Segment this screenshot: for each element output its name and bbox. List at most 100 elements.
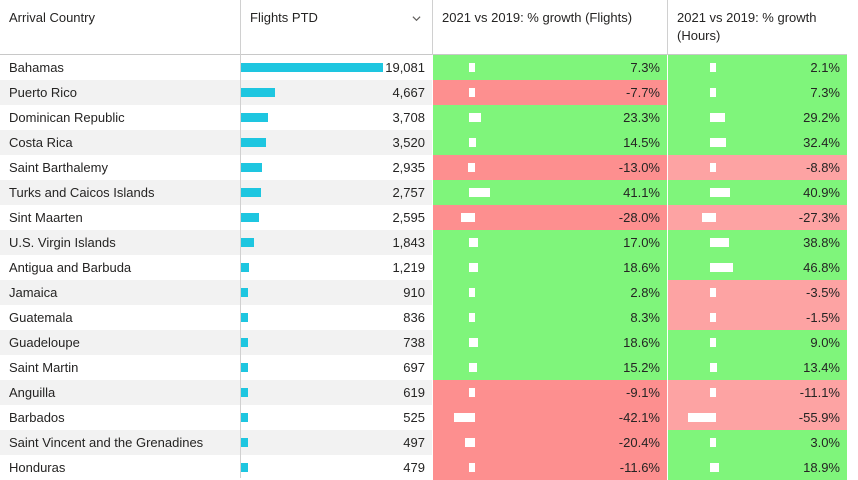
- table-row[interactable]: Anguilla 619 -9.1% -11.1%: [0, 380, 858, 405]
- column-header-growth-flights[interactable]: 2021 vs 2019: % growth (Flights): [432, 0, 667, 55]
- table-row[interactable]: Antigua and Barbuda 1,219 18.6% 46.8%: [0, 255, 858, 280]
- growth-flights-cell: 7.3%: [432, 55, 667, 80]
- chevron-down-icon[interactable]: [412, 14, 421, 23]
- column-header-label: Arrival Country: [9, 10, 95, 25]
- growth-flights-value: 14.5%: [623, 135, 660, 150]
- scrollbar-track[interactable]: [847, 0, 858, 478]
- growth-flights-value: -9.1%: [626, 385, 660, 400]
- growth-flights-indicator: [469, 263, 478, 272]
- growth-flights-cell: -28.0%: [432, 205, 667, 230]
- flights-value: 4,667: [392, 85, 425, 100]
- growth-hours-indicator: [710, 338, 716, 347]
- growth-hours-indicator: [710, 438, 716, 447]
- growth-hours-value: -1.5%: [806, 310, 840, 325]
- table-row[interactable]: Saint Barthalemy 2,935 -13.0% -8.8%: [0, 155, 858, 180]
- flights-data-bar: [240, 188, 261, 197]
- table-row[interactable]: Sint Maarten 2,595 -28.0% -27.3%: [0, 205, 858, 230]
- growth-flights-indicator: [469, 363, 477, 372]
- flights-data-bar: [240, 338, 248, 347]
- growth-flights-indicator: [469, 188, 490, 197]
- growth-flights-indicator: [469, 388, 475, 397]
- growth-hours-indicator: [710, 88, 716, 97]
- growth-hours-value: 2.1%: [810, 60, 840, 75]
- growth-flights-cell: 18.6%: [432, 255, 667, 280]
- table-row[interactable]: U.S. Virgin Islands 1,843 17.0% 38.8%: [0, 230, 858, 255]
- growth-hours-cell: 18.9%: [667, 455, 847, 480]
- country-cell: Saint Barthalemy: [9, 160, 108, 175]
- growth-flights-indicator: [468, 163, 475, 172]
- flights-data-bar: [240, 288, 248, 297]
- column-header-country[interactable]: Arrival Country: [0, 0, 240, 55]
- flights-cell: 2,757: [240, 180, 432, 205]
- table-row[interactable]: Guadeloupe 738 18.6% 9.0%: [0, 330, 858, 355]
- growth-flights-indicator: [469, 113, 481, 122]
- flights-cell: 2,935: [240, 155, 432, 180]
- growth-hours-indicator: [710, 163, 716, 172]
- growth-flights-cell: 41.1%: [432, 180, 667, 205]
- growth-flights-indicator: [469, 138, 476, 147]
- flights-cell: 836: [240, 305, 432, 330]
- growth-flights-cell: -20.4%: [432, 430, 667, 455]
- table-header: Arrival Country Flights PTD 2021 vs 2019…: [0, 0, 858, 55]
- column-header-label: 2021 vs 2019: % growth (Hours): [677, 10, 817, 43]
- table-row[interactable]: Saint Vincent and the Grenadines 497 -20.4…: [0, 430, 858, 455]
- growth-flights-value: -20.4%: [618, 435, 660, 450]
- country-cell: Dominican Republic: [9, 110, 125, 125]
- growth-flights-value: -7.7%: [626, 85, 660, 100]
- growth-flights-cell: -7.7%: [432, 80, 667, 105]
- growth-flights-indicator: [454, 413, 475, 422]
- growth-hours-indicator: [702, 213, 716, 222]
- growth-hours-cell: -8.8%: [667, 155, 847, 180]
- flights-value: 836: [403, 310, 425, 325]
- growth-flights-indicator: [469, 88, 475, 97]
- country-cell: Guatemala: [9, 310, 73, 325]
- table-row[interactable]: Turks and Caicos Islands 2,757 41.1% 40.9%: [0, 180, 858, 205]
- flights-data-bar: [240, 388, 248, 397]
- growth-hours-indicator: [710, 388, 716, 397]
- growth-hours-indicator: [710, 363, 717, 372]
- table-row[interactable]: Bahamas 19,081 7.3% 2.1%: [0, 55, 858, 80]
- growth-flights-value: 18.6%: [623, 335, 660, 350]
- growth-flights-value: -42.1%: [618, 410, 660, 425]
- growth-flights-indicator: [469, 63, 475, 72]
- table-row[interactable]: Barbados 525 -42.1% -55.9%: [0, 405, 858, 430]
- table-row[interactable]: Saint Martin 697 15.2% 13.4%: [0, 355, 858, 380]
- growth-flights-value: -28.0%: [618, 210, 660, 225]
- growth-flights-value: 8.3%: [630, 310, 660, 325]
- table-row[interactable]: Dominican Republic 3,708 23.3% 29.2%: [0, 105, 858, 130]
- growth-hours-value: 46.8%: [803, 260, 840, 275]
- flights-data-bar: [240, 138, 266, 147]
- column-header-growth-hours[interactable]: 2021 vs 2019: % growth (Hours): [667, 0, 847, 55]
- growth-hours-cell: 13.4%: [667, 355, 847, 380]
- flights-cell: 1,843: [240, 230, 432, 255]
- flights-value: 910: [403, 285, 425, 300]
- flights-value: 1,219: [392, 260, 425, 275]
- growth-flights-indicator: [461, 213, 475, 222]
- flights-data-bar: [240, 238, 254, 247]
- growth-flights-value: 41.1%: [623, 185, 660, 200]
- table-row[interactable]: Costa Rica 3,520 14.5% 32.4%: [0, 130, 858, 155]
- table-row[interactable]: Guatemala 836 8.3% -1.5%: [0, 305, 858, 330]
- country-cell: Guadeloupe: [9, 335, 80, 350]
- growth-flights-cell: -11.6%: [432, 455, 667, 480]
- growth-flights-indicator: [469, 338, 478, 347]
- growth-hours-value: 9.0%: [810, 335, 840, 350]
- growth-hours-cell: -27.3%: [667, 205, 847, 230]
- growth-hours-indicator: [710, 313, 716, 322]
- flights-value: 2,595: [392, 210, 425, 225]
- growth-hours-indicator: [710, 113, 725, 122]
- table-row[interactable]: Honduras 479 -11.6% 18.9%: [0, 455, 858, 480]
- column-header-flights[interactable]: Flights PTD: [240, 0, 432, 55]
- flights-data-bar: [240, 463, 248, 472]
- growth-hours-value: -3.5%: [806, 285, 840, 300]
- flights-value: 2,935: [392, 160, 425, 175]
- table-row[interactable]: Jamaica 910 2.8% -3.5%: [0, 280, 858, 305]
- growth-hours-value: 32.4%: [803, 135, 840, 150]
- growth-hours-cell: 7.3%: [667, 80, 847, 105]
- growth-hours-cell: 9.0%: [667, 330, 847, 355]
- growth-hours-value: -8.8%: [806, 160, 840, 175]
- growth-flights-cell: -42.1%: [432, 405, 667, 430]
- country-cell: Saint Vincent and the Grenadines: [9, 435, 204, 450]
- flights-cell: 3,708: [240, 105, 432, 130]
- table-row[interactable]: Puerto Rico 4,667 -7.7% 7.3%: [0, 80, 858, 105]
